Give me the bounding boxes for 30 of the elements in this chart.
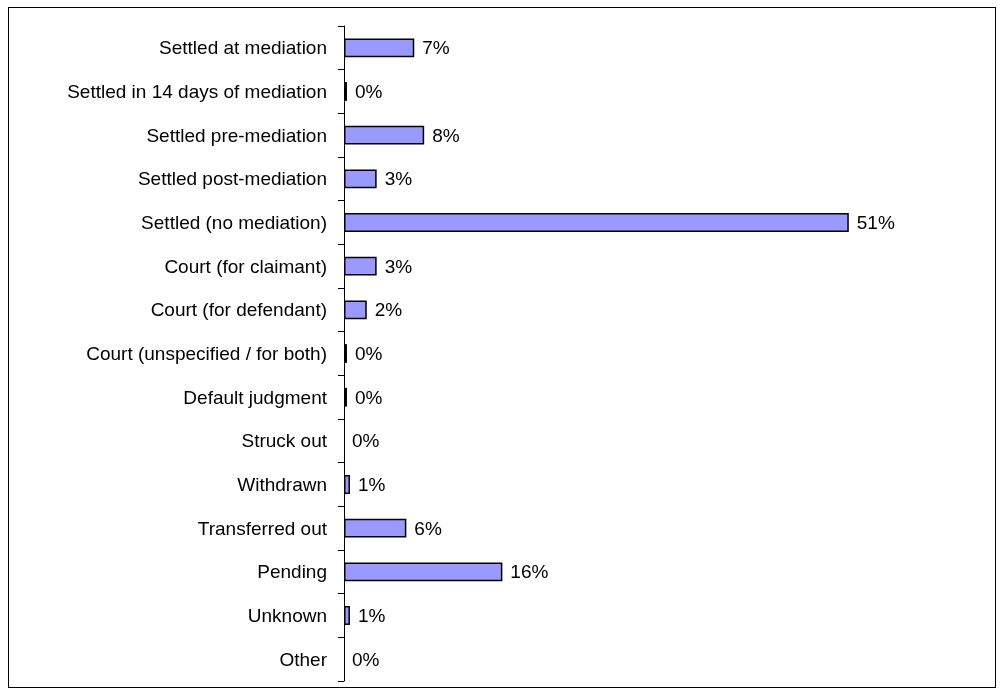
y-tick-label: Transferred out [197,517,328,539]
data-label: 2% [374,299,403,321]
data-label: 0% [354,343,383,364]
data-label: 1% [357,474,386,495]
data-label: 0% [352,430,380,452]
data-label: 3% [384,255,413,277]
data-label: 0% [354,81,383,102]
y-tick-label: Court (unspecified / for both) [86,343,327,364]
y-tick-label: Withdrawn [237,474,327,495]
y-tick-label: Default judgment [183,386,328,408]
data-label: 0% [352,648,380,670]
y-tick-label: Settled pre-mediation [146,124,327,146]
y-tick-label: Settled at mediation [159,37,327,59]
y-tick-label: Unknown [247,605,327,626]
data-label: 51% [856,212,895,233]
y-tick-label: Settled in 14 days of mediation [67,81,327,102]
data-label: 16% [510,561,549,583]
y-tick-label: Court (for claimant) [164,255,327,277]
y-tick-label: Other [279,648,328,670]
y-tick-label: Court (for defendant) [150,299,327,321]
y-tick-label: Struck out [241,430,328,452]
data-label: 6% [414,517,442,539]
y-tick-label: Pending [257,561,327,583]
data-label: 7% [422,37,450,59]
y-tick-label: Settled post-mediation [137,168,327,190]
y-tick-label: Settled (no mediation) [141,212,327,233]
data-label: 0% [354,386,383,408]
data-label: 3% [384,168,413,190]
data-label: 1% [357,605,386,626]
data-label: 8% [432,124,460,146]
